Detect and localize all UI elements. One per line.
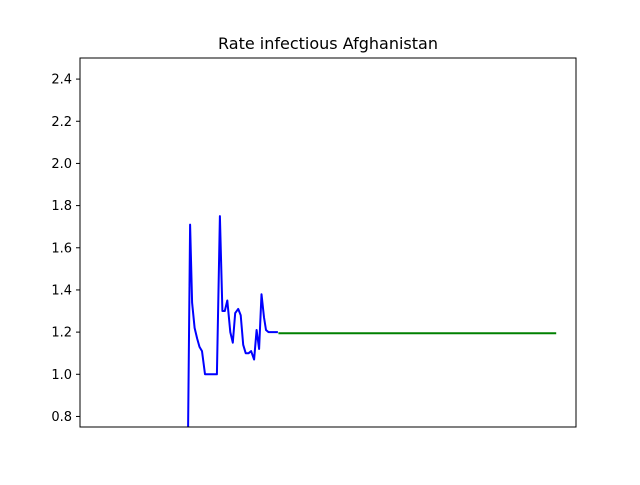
y-tick-label: 1.4: [51, 283, 72, 298]
y-tick-label: 0.8: [51, 410, 72, 425]
y-tick-label: 2.2: [51, 115, 72, 130]
y-tick-label: 2.0: [51, 157, 72, 172]
plot-area-frame: [79, 57, 577, 428]
y-tick-label: 1.2: [51, 326, 72, 341]
y-tick-label: 2.4: [51, 73, 72, 88]
chart-title: Rate infectious Afghanistan: [218, 34, 438, 53]
y-axis: 0.8 1.0 1.2 1.4 1.6 1.8 2.0 2.2 2.4: [51, 73, 80, 425]
plot-series: [187, 215, 557, 428]
y-tick-label: 1.6: [51, 241, 72, 256]
y-tick-label: 1.8: [51, 199, 72, 214]
series-line-0: [187, 215, 278, 428]
y-tick-label: 1.0: [51, 368, 72, 383]
